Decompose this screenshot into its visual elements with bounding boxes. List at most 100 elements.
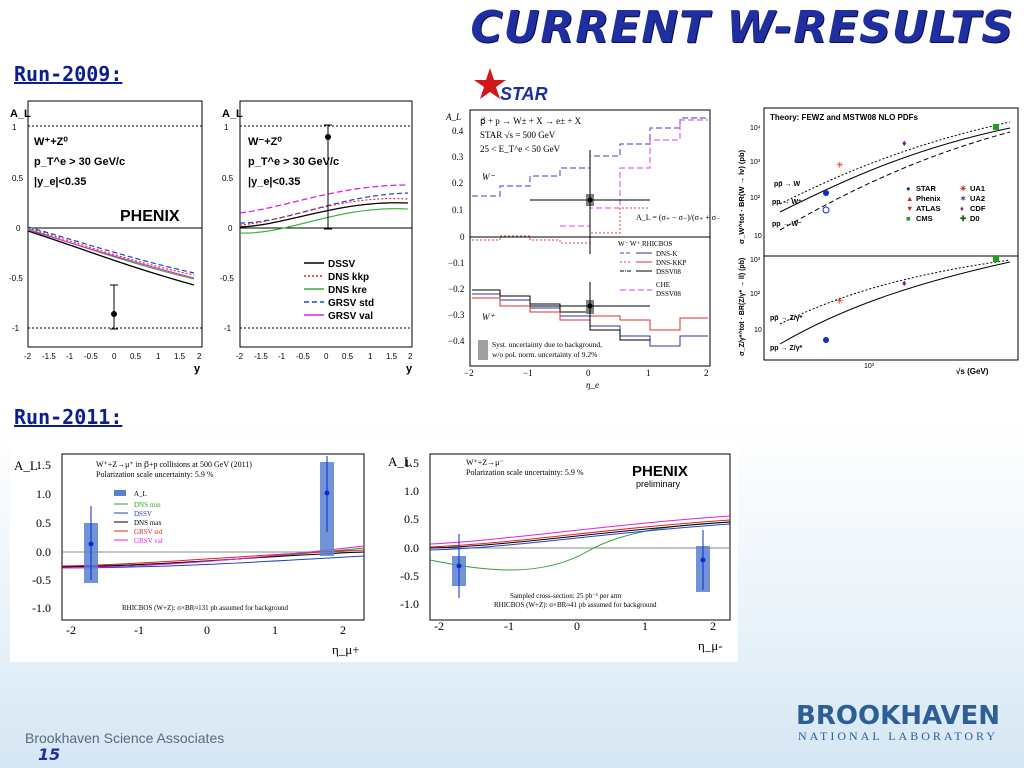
star-legend-header: W⁻ W⁺ RHICBOS bbox=[618, 240, 672, 248]
xlabel-right: y bbox=[406, 363, 413, 375]
curve-dnskre-left bbox=[27, 228, 195, 280]
legend-grsvval: GRSV val bbox=[328, 311, 373, 322]
theory-legend-marker-6: ■ bbox=[906, 214, 911, 223]
theory-frame-top bbox=[763, 107, 1019, 257]
ytick-m05-left: -0.5 bbox=[9, 274, 23, 283]
plot2011-left-ytick-10: 1.0 bbox=[36, 487, 51, 501]
star-curve-wp-dssv bbox=[472, 289, 650, 341]
plot2011-left-ytick-15: 1.5 bbox=[36, 458, 51, 472]
theory-label-ppbar-w: pp̄ → W bbox=[774, 180, 800, 188]
plot2011-right-ytick-05: 0.5 bbox=[404, 512, 419, 526]
star-et-cut: 25 < E_T^e < 50 GeV bbox=[480, 144, 561, 154]
theory-marker-ua1: ✳ bbox=[836, 160, 844, 170]
xtick-right-7: 1.5 bbox=[386, 352, 398, 361]
star-legend-1: DNS-K bbox=[656, 250, 677, 258]
theory-ytick-bot-0: 10³ bbox=[750, 257, 761, 264]
plot-frame-right bbox=[239, 100, 413, 348]
ytick-1-left: 1 bbox=[12, 123, 17, 132]
theory-curve-pp-wminus bbox=[779, 131, 1011, 231]
theory-curve-ppbar-z bbox=[779, 259, 1011, 325]
plot2011-left-title-1: W⁺+Z→μ⁺ in p⃗+p collisions at 500 GeV (2… bbox=[96, 460, 252, 469]
theory-legend: ● STAR ✳ UA1 ▲ Phenix ✶ UA2 ▼ ATLAS ♦ CD… bbox=[906, 184, 986, 223]
xlabel-left: y bbox=[194, 363, 201, 375]
star-wminus: W⁻ bbox=[482, 172, 495, 182]
ytick-0-right: 0 bbox=[228, 224, 233, 233]
plot2011-right-xtick-1: 1 bbox=[642, 619, 648, 633]
star-xtick-m1: −1 bbox=[523, 368, 533, 378]
star-process: p⃗ + p → W± + X → e± + X bbox=[480, 116, 582, 126]
legend-dnskre: DNS kre bbox=[328, 285, 367, 296]
theory-curve-pp-z bbox=[779, 261, 1011, 345]
plot2011-right-xtick-m1: -1 bbox=[504, 619, 514, 633]
theory-legend-ua1: UA1 bbox=[970, 184, 985, 193]
curve-grsvstd-right bbox=[239, 192, 409, 224]
theory-curve-pp-wplus bbox=[779, 127, 1011, 213]
star-2009-panel: STAR A_L 0.4 0.3 0.2 0.1 0 −0.1 −0.2 −0.… bbox=[440, 68, 720, 392]
theory-legend-marker-0: ● bbox=[906, 184, 911, 193]
legend-2009: DSSV DNS kkp DNS kre GRSV std GRSV val bbox=[304, 259, 374, 322]
plot2011-left-ytick-m05: -0.5 bbox=[32, 573, 51, 587]
phenix-2009-panel: A_L W⁺+Z⁰ p_T^e > 30 GeV/c |y_e|<0.35 PH… bbox=[8, 95, 426, 377]
footer-organization: Brookhaven Science Associates bbox=[25, 730, 225, 746]
curve-grsvval-left bbox=[27, 229, 195, 279]
theory-legend-ua2: UA2 bbox=[970, 194, 985, 203]
plot2011-left-ytick-05: 0.5 bbox=[36, 516, 51, 530]
theory-marker-cms bbox=[993, 124, 999, 130]
xtick-left-2: -1 bbox=[66, 352, 74, 361]
theory-legend-cdf: CDF bbox=[970, 204, 986, 213]
curve-grsvstd-left bbox=[27, 226, 195, 274]
theory-title: Theory: FEWZ and MSTW08 NLO PDFs bbox=[770, 113, 919, 122]
plot2011-right-logo-sub: preliminary bbox=[636, 479, 681, 489]
star-ytick-03: 0.3 bbox=[452, 152, 464, 162]
theory-legend-star: STAR bbox=[916, 184, 936, 193]
xtick-right-1: -1.5 bbox=[254, 352, 268, 361]
curve-grsvval-right bbox=[239, 184, 409, 214]
left-text-3: |y_e|<0.35 bbox=[34, 176, 86, 188]
right-text-3: |y_e|<0.35 bbox=[248, 176, 300, 188]
plot2011-left-legend-grsvval: GRSV val bbox=[134, 537, 163, 545]
left-text-1: W⁺+Z⁰ bbox=[34, 136, 68, 148]
theory-marker-star-wplus bbox=[823, 190, 829, 196]
slide-title: CURRENT W-RESULTS bbox=[470, 2, 1014, 53]
plot2011-left-legend: A_L DNS min DSSV DNS max GRSV std GRSV v… bbox=[114, 490, 163, 545]
phenix-2009-plots: A_L W⁺+Z⁰ p_T^e > 30 GeV/c |y_e|<0.35 PH… bbox=[9, 100, 413, 375]
star-ylabel: A_L bbox=[445, 112, 461, 122]
theory-legend-phenix: Phenix bbox=[916, 194, 941, 203]
theory-label-pp-z: pp → Z/γ* bbox=[770, 345, 803, 352]
star-syst-2: w/o pol. norm. uncertainty of 9.2% bbox=[492, 350, 597, 359]
theory-marker-star-wminus bbox=[822, 206, 830, 214]
plot2011-right-curve-dnsmax bbox=[429, 521, 731, 549]
star-curve-wm-dnsk bbox=[472, 117, 708, 197]
phenix-2011-plots: A_L 1.5 1.0 0.5 0.0 -0.5 -1.0 -2 -1 0 1 … bbox=[14, 453, 731, 657]
xtick-right-4: 0 bbox=[324, 352, 329, 361]
star-point-wp bbox=[587, 303, 593, 309]
xtick-left-0: -2 bbox=[24, 352, 32, 361]
theory-ytick-top-2: 10² bbox=[750, 195, 761, 202]
theory-legend-marker-3: ✶ bbox=[960, 194, 967, 203]
plot2011-left-ylabel: A_L bbox=[14, 458, 38, 473]
plot2011-left-frame bbox=[61, 453, 365, 621]
curve-dnskre-right bbox=[239, 208, 409, 234]
xticks-right: -2 -1.5 -1 -0.5 0 0.5 1 1.5 2 bbox=[236, 352, 413, 361]
ytick-05-left: 0.5 bbox=[12, 174, 24, 183]
star-2009-plot: STAR A_L 0.4 0.3 0.2 0.1 0 −0.1 −0.2 −0.… bbox=[440, 68, 720, 392]
phenix-logo-2009: PHENIX bbox=[120, 208, 180, 225]
xtick-left-5: 0.5 bbox=[130, 352, 142, 361]
theory-marker-cms-z bbox=[993, 256, 999, 262]
plot2011-left-point-2 bbox=[324, 490, 330, 496]
plot2011-left-xtick-m2: -2 bbox=[66, 623, 76, 637]
plot2011-right-frame bbox=[429, 453, 731, 621]
plot2011-right-footnote-2: RHICBOS (W+Z): σ×BR≈41 pb assumed for ba… bbox=[494, 601, 657, 609]
curve-dssv-right bbox=[239, 202, 409, 228]
plot2011-right-xtick-2: 2 bbox=[710, 619, 716, 633]
plot2011-right-ytick-m10: -1.0 bbox=[400, 597, 419, 611]
star-legend-4: CHE bbox=[656, 281, 670, 289]
star-xtick-m2: −2 bbox=[464, 368, 474, 378]
star-syst-1: Syst. uncertainty due to background, bbox=[492, 340, 602, 349]
star-formula: A_L = (σ₊ − σ₋)/(σ₊ + σ₋) bbox=[636, 213, 720, 222]
plot2011-left-title-2: Polarization scale uncertainty: 5.9 % bbox=[96, 470, 214, 479]
plot2011-left-xtick-m1: -1 bbox=[134, 623, 144, 637]
plot2011-right-xtick-m2: -2 bbox=[434, 619, 444, 633]
datapoint-right bbox=[325, 134, 331, 140]
plot2011-right-ytick-00: 0.0 bbox=[404, 541, 419, 555]
